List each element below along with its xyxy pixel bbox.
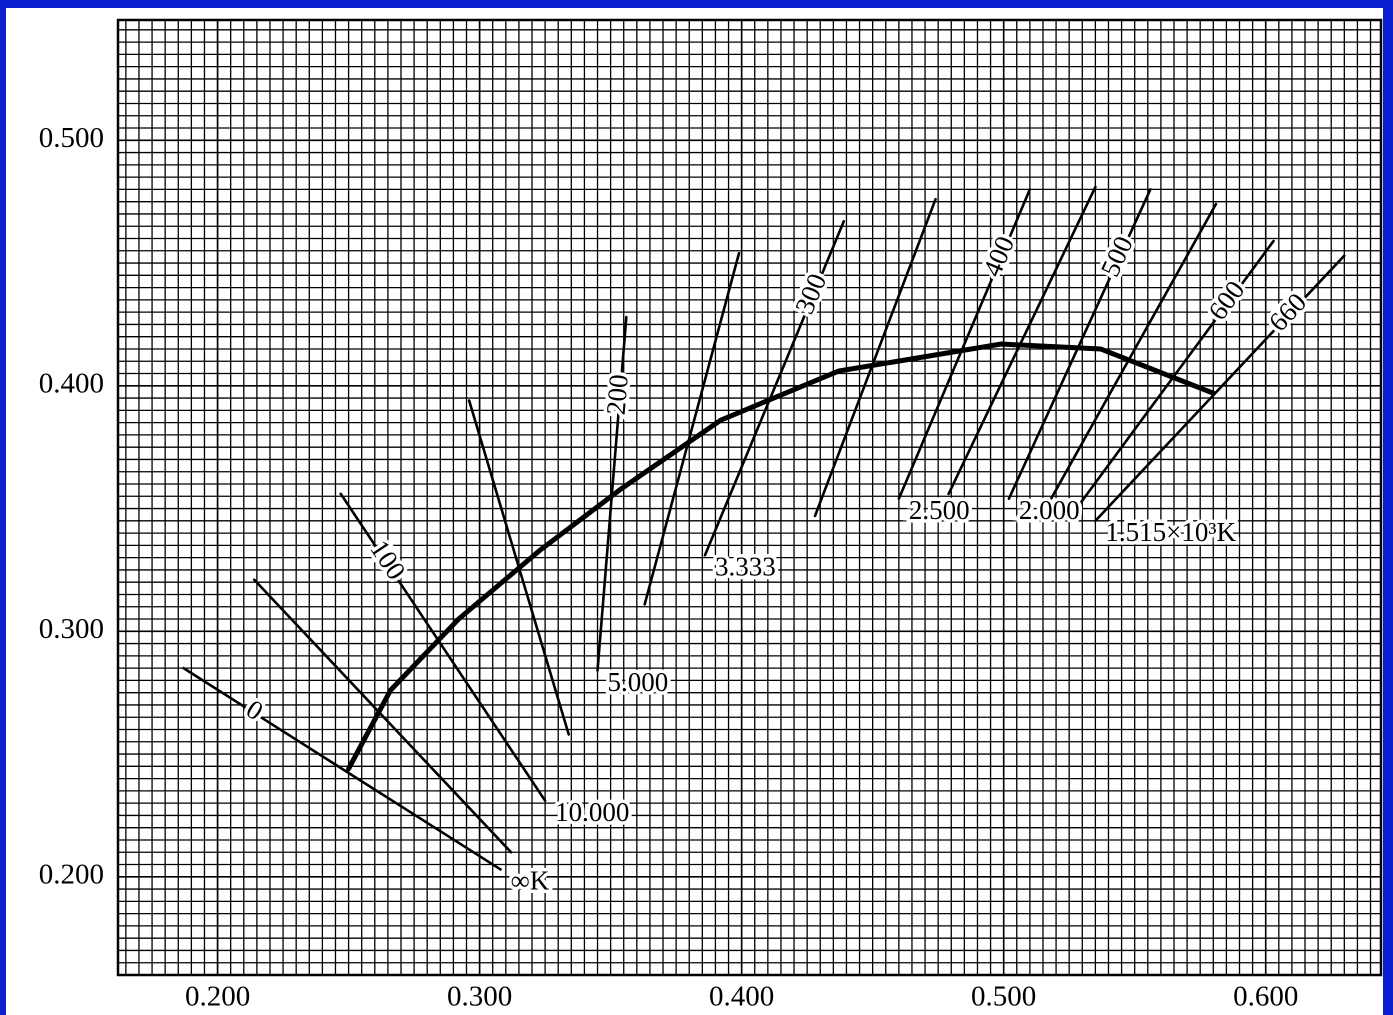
plot-frame [116,18,1383,977]
mired-label: 0 [241,694,268,727]
kelvin-label: 5.000 [608,667,669,697]
isotemperature-line [1007,188,1152,501]
y-tick-label: 0.400 [39,367,104,399]
isotemperature-line [1044,202,1218,510]
kelvin-label: 2.000 [1019,495,1080,525]
isotemperature-line [252,578,513,854]
y-tick-label: 0.200 [39,858,104,890]
y-tick-label: 0.300 [39,613,104,645]
minor-grid [118,20,1381,976]
grid [116,18,1383,977]
x-tick-label: 0.200 [185,981,250,1013]
plot [182,185,1346,871]
mired-label: 300 [789,269,832,318]
x-tick-label: 0.400 [709,981,774,1013]
kelvin-label: 10.000 [555,797,629,827]
isotemperature-line [897,188,1032,501]
isotemperature-line [182,666,502,871]
y-tick-label: 0.500 [39,122,104,154]
isotemperature-line [1067,239,1275,520]
planckian-locus [346,341,1216,772]
mired-label: 200 [601,373,634,416]
isotemperature-line [813,197,937,518]
kelvin-label: 1.515×10³K [1105,517,1236,547]
isotemperature-line [703,220,846,557]
isotemperature-line [947,185,1097,496]
mired-label: 400 [977,232,1020,281]
kelvin-label: 3.333 [715,551,776,581]
isotemperature-line [339,492,547,802]
x-tick-label: 0.600 [1233,981,1298,1013]
kelvin-label: 2.500 [909,495,970,525]
x-tick-label: 0.500 [971,981,1036,1013]
x-tick-label: 0.300 [447,981,512,1013]
kelvin-label: ∞K [511,866,550,896]
isotemperature-line [1094,254,1346,523]
panel [6,8,1383,1015]
isotemperature-line [643,251,741,606]
